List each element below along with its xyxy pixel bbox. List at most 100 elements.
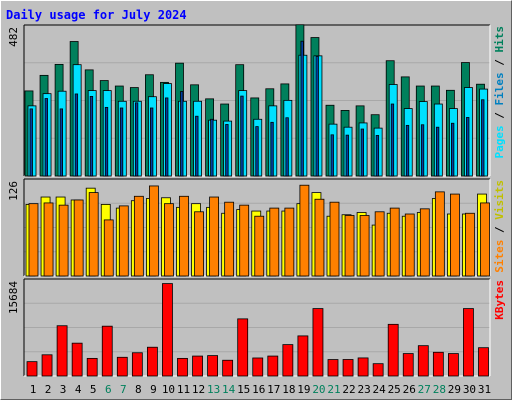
kbytes-bar xyxy=(387,323,399,377)
files-bar xyxy=(165,97,169,177)
files-bar xyxy=(104,106,109,177)
kbytes-legend-label: KBytes xyxy=(493,280,506,320)
files-bar xyxy=(119,107,124,177)
sites-bar xyxy=(480,202,490,277)
files-bar xyxy=(285,117,289,177)
kbytes-bar xyxy=(447,353,459,377)
day-tick-label: 27 xyxy=(418,383,431,396)
files-bar xyxy=(134,102,139,177)
day-tick-label: 1 xyxy=(30,383,37,396)
day-tick-label: 14 xyxy=(222,383,236,396)
kbytes-bar xyxy=(56,325,68,377)
day-tick-label: 2 xyxy=(45,383,52,396)
day-tick-label: 17 xyxy=(267,383,280,396)
legend-separator: / xyxy=(493,53,506,73)
day-tick-label: 25 xyxy=(388,383,401,396)
day-tick-label: 20 xyxy=(312,383,325,396)
day-tick-label: 28 xyxy=(433,383,446,396)
sites-bar xyxy=(329,201,340,277)
kbytes-bar xyxy=(267,355,279,377)
kbytes-bar xyxy=(357,357,369,377)
sites-bar xyxy=(164,203,174,277)
hits-panel-legend: Pages / Files / Hits xyxy=(493,26,506,159)
kbytes-bar xyxy=(26,361,38,377)
files-bar xyxy=(89,96,94,177)
kbytes-bar xyxy=(162,283,173,377)
day-tick-label: 12 xyxy=(192,383,205,396)
sites-bar xyxy=(148,185,159,277)
kbytes-bar xyxy=(402,353,414,377)
visits-legend-label: Visits xyxy=(493,180,506,220)
sites-bar xyxy=(118,205,129,277)
sites-panel-max-label: 126 xyxy=(7,181,20,201)
day-tick-label: 9 xyxy=(150,383,157,396)
day-tick-label: 18 xyxy=(282,383,295,396)
sites-legend-label: Sites xyxy=(493,240,506,273)
kbytes-panel-legend: KBytes xyxy=(493,280,506,320)
kbytes-bar xyxy=(192,355,203,377)
day-tick-label: 16 xyxy=(252,383,265,396)
kbytes-bar xyxy=(252,357,264,377)
sites-bar xyxy=(404,213,415,277)
files-bar xyxy=(375,135,380,177)
files-bar xyxy=(59,108,63,177)
files-bar xyxy=(315,56,319,177)
kbytes-bar xyxy=(101,325,113,377)
kbytes-bar xyxy=(86,357,98,377)
files-bar xyxy=(330,134,334,177)
files-bar xyxy=(44,98,48,177)
sites-bar xyxy=(224,201,235,277)
sites-bar xyxy=(28,203,39,277)
day-tick-label: 11 xyxy=(177,383,190,396)
day-tick-label: 3 xyxy=(60,383,67,396)
sites-bar xyxy=(269,207,280,277)
sites-bar xyxy=(449,193,460,277)
sites-bar xyxy=(314,198,325,277)
kbytes-bar xyxy=(131,352,143,377)
kbytes-bar xyxy=(432,351,444,377)
files-bar xyxy=(345,134,349,177)
files-bar xyxy=(390,103,395,177)
files-bar xyxy=(255,126,259,177)
day-tick-label: 29 xyxy=(448,383,461,396)
sites-bar xyxy=(419,208,430,277)
files-bar xyxy=(180,91,184,177)
hits-panel-max-label: 482 xyxy=(7,27,20,47)
sites-panel-legend: Sites / Visits xyxy=(493,180,506,273)
sites-bar xyxy=(254,215,265,277)
files-bar xyxy=(481,99,485,177)
sites-bar xyxy=(209,196,220,277)
day-tick-label: 23 xyxy=(357,383,370,396)
files-legend-label: Files xyxy=(493,72,506,105)
kbytes-bar xyxy=(207,355,219,377)
sites-bar xyxy=(103,219,114,277)
files-bar xyxy=(360,128,365,177)
kbytes-bar xyxy=(116,356,128,377)
chart-title: Daily usage for July 2024 xyxy=(6,8,187,22)
kbytes-bar xyxy=(237,318,249,377)
sites-bar xyxy=(58,204,69,277)
sites-bar xyxy=(299,184,310,277)
sites-bar xyxy=(374,211,385,277)
sites-bar xyxy=(73,199,84,277)
files-bar xyxy=(210,118,214,177)
day-tick-label: 13 xyxy=(207,383,220,396)
day-tick-label: 21 xyxy=(327,383,340,396)
kbytes-bar xyxy=(71,342,83,377)
kbytes-bar xyxy=(478,347,489,377)
day-tick-label: 26 xyxy=(403,383,416,396)
day-tick-label: 19 xyxy=(297,383,310,396)
kbytes-bar xyxy=(146,346,158,377)
files-bar xyxy=(195,115,199,177)
kbytes-bar xyxy=(177,357,188,377)
sites-bar xyxy=(43,202,54,277)
sites-bar xyxy=(88,192,99,277)
day-tick-label: 4 xyxy=(75,383,82,396)
day-tick-label: 30 xyxy=(463,383,476,396)
files-bar xyxy=(270,121,274,177)
kbytes-bar xyxy=(297,335,309,377)
files-bar xyxy=(149,107,154,177)
kbytes-bar xyxy=(463,308,474,377)
